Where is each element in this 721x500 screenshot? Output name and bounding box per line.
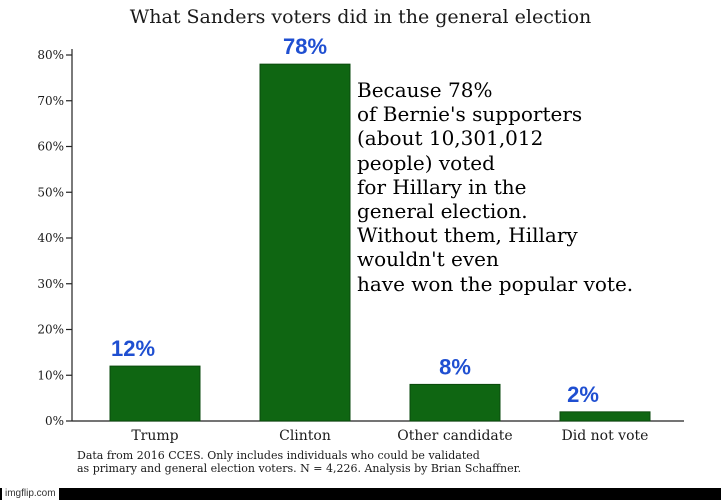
annotation-line: for Hillary in the	[357, 174, 527, 199]
annotation-line: (about 10,301,012	[357, 126, 544, 151]
bar-value-label: 2%	[567, 382, 599, 407]
y-tick-label: 80%	[37, 48, 64, 62]
y-tick-label: 0%	[45, 414, 64, 428]
annotation-line: have won the popular vote.	[357, 271, 634, 296]
y-tick-label: 40%	[37, 231, 64, 245]
annotation-line: general election.	[357, 199, 528, 224]
bar-value-label: 8%	[439, 354, 471, 379]
bar-clinton	[259, 63, 351, 422]
bar-other-candidate	[409, 383, 501, 422]
x-category-label: Did not vote	[562, 428, 649, 444]
value-labels: 12% 78% 8% 2%	[111, 34, 599, 407]
y-tick-label: 30%	[37, 277, 64, 291]
source-note-line-2: as primary and general election voters. …	[77, 462, 522, 475]
annotation-line: Because 78%	[357, 78, 493, 102]
x-category-label: Clinton	[279, 428, 331, 444]
annotation-line: people) voted	[357, 150, 495, 175]
footer-bar	[0, 488, 721, 500]
bar-value-label: 78%	[283, 34, 327, 59]
y-axis: 0% 10% 20% 30% 40% 50% 60% 70% 80%	[37, 48, 684, 428]
annotation-text-overlay: Because 78% of Bernie's supporters (about …	[357, 78, 677, 296]
annotation-line: wouldn't even	[357, 247, 499, 272]
bars	[109, 63, 651, 422]
y-tick-label: 50%	[37, 185, 64, 199]
y-tick-label: 70%	[37, 94, 64, 108]
x-category-label: Trump	[131, 428, 178, 444]
annotation-line: of Bernie's supporters	[357, 102, 583, 127]
chart-title: What Sanders voters did in the general e…	[129, 6, 592, 28]
bar-did-not-vote	[559, 411, 651, 422]
y-tick-label: 20%	[37, 323, 64, 337]
source-note-line-1: Data from 2016 CCES. Only includes indiv…	[77, 449, 480, 462]
x-axis-labels: Trump Clinton Other candidate Did not vote	[131, 428, 648, 444]
bar-value-label: 12%	[111, 336, 155, 361]
imgflip-watermark: imgflip.com	[2, 488, 59, 500]
x-category-label: Other candidate	[397, 428, 512, 444]
y-tick-label: 60%	[37, 140, 64, 154]
source-note: Data from 2016 CCES. Only includes indiv…	[77, 449, 697, 475]
annotation-line: Without them, Hillary	[357, 223, 578, 248]
y-tick-label: 10%	[37, 368, 64, 382]
bar-trump	[109, 365, 201, 422]
